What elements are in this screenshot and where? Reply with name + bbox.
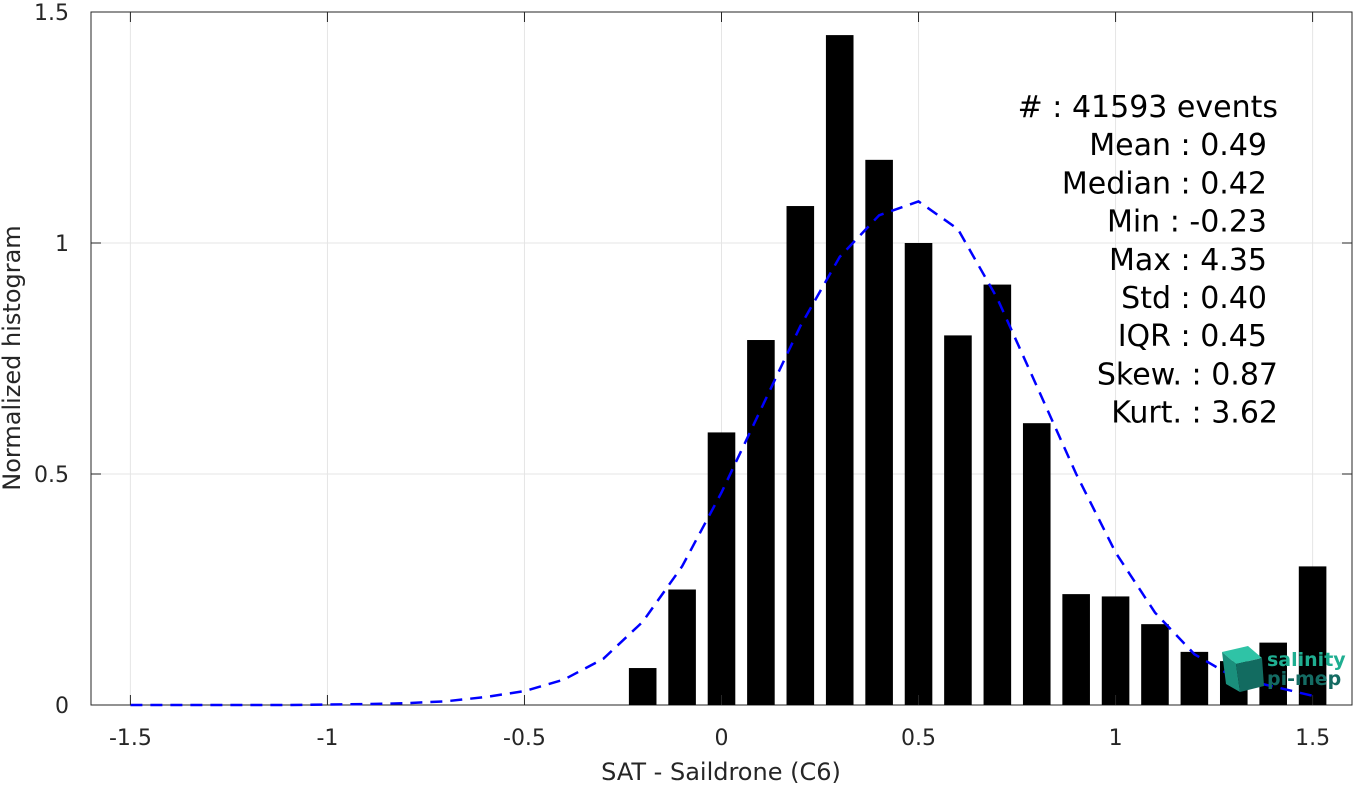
x-tick-label: 0.5 bbox=[901, 726, 936, 751]
x-tick-label: 1.5 bbox=[1295, 726, 1330, 751]
histogram-bars bbox=[628, 35, 1327, 706]
histogram-bar bbox=[1180, 651, 1209, 705]
histogram-bar bbox=[983, 284, 1012, 705]
stat-line: Skew. : 0.87 bbox=[1097, 357, 1278, 392]
histogram-bar bbox=[904, 243, 933, 705]
stat-line: Min : -0.23 bbox=[1107, 205, 1267, 240]
x-tick-label: 1 bbox=[1109, 726, 1123, 751]
histogram-bar bbox=[1259, 642, 1287, 705]
histogram-bar bbox=[1101, 596, 1130, 705]
x-tick-label: -1 bbox=[316, 726, 338, 751]
stat-line: Kurt. : 3.62 bbox=[1111, 396, 1278, 431]
x-tick-label: -0.5 bbox=[503, 726, 546, 751]
y-tick-label: 1 bbox=[55, 232, 69, 257]
stat-line: Median : 0.42 bbox=[1062, 166, 1267, 201]
x-tick-label: 0 bbox=[715, 726, 729, 751]
y-tick-label: 0.5 bbox=[34, 463, 69, 488]
stat-line: # : 41593 events bbox=[1018, 90, 1278, 125]
x-axis-label: SAT - Saildrone (C6) bbox=[601, 758, 841, 785]
histogram-bar bbox=[825, 35, 854, 706]
histogram-bar bbox=[865, 159, 893, 706]
stat-line: Std : 0.40 bbox=[1121, 281, 1267, 316]
y-tick-label: 1.5 bbox=[34, 1, 69, 26]
histogram-bar bbox=[1141, 624, 1169, 705]
fit-curve bbox=[130, 200, 1313, 707]
salinity-pi-mep-logo: salinity pi-mep bbox=[1222, 646, 1346, 692]
histogram-bar bbox=[707, 432, 736, 705]
histogram-bar bbox=[1298, 566, 1327, 705]
histogram-bar bbox=[786, 206, 815, 706]
axis-ticks: -1.5 -1 -0.5 0 0.5 1 1.5 0 0.5 1 1.5 bbox=[34, 1, 1352, 751]
x-tick-label: -1.5 bbox=[109, 726, 152, 751]
y-tick-label: 0 bbox=[55, 694, 69, 719]
stat-line: Mean : 0.49 bbox=[1089, 128, 1267, 163]
histogram-bar bbox=[1022, 423, 1051, 705]
logo-line2: pi-mep bbox=[1267, 668, 1341, 690]
y-axis-label: Normalized histogram bbox=[0, 225, 26, 490]
histogram-bar bbox=[628, 668, 657, 705]
histogram-bar bbox=[668, 589, 696, 705]
cube-icon bbox=[1222, 646, 1264, 692]
histogram-bar bbox=[944, 335, 972, 705]
histogram-bar bbox=[1062, 594, 1090, 705]
stat-line: IQR : 0.45 bbox=[1118, 319, 1267, 354]
logo-line1: salinity bbox=[1267, 649, 1346, 671]
stat-line: Max : 4.35 bbox=[1109, 243, 1267, 278]
histogram-bar bbox=[747, 340, 775, 705]
